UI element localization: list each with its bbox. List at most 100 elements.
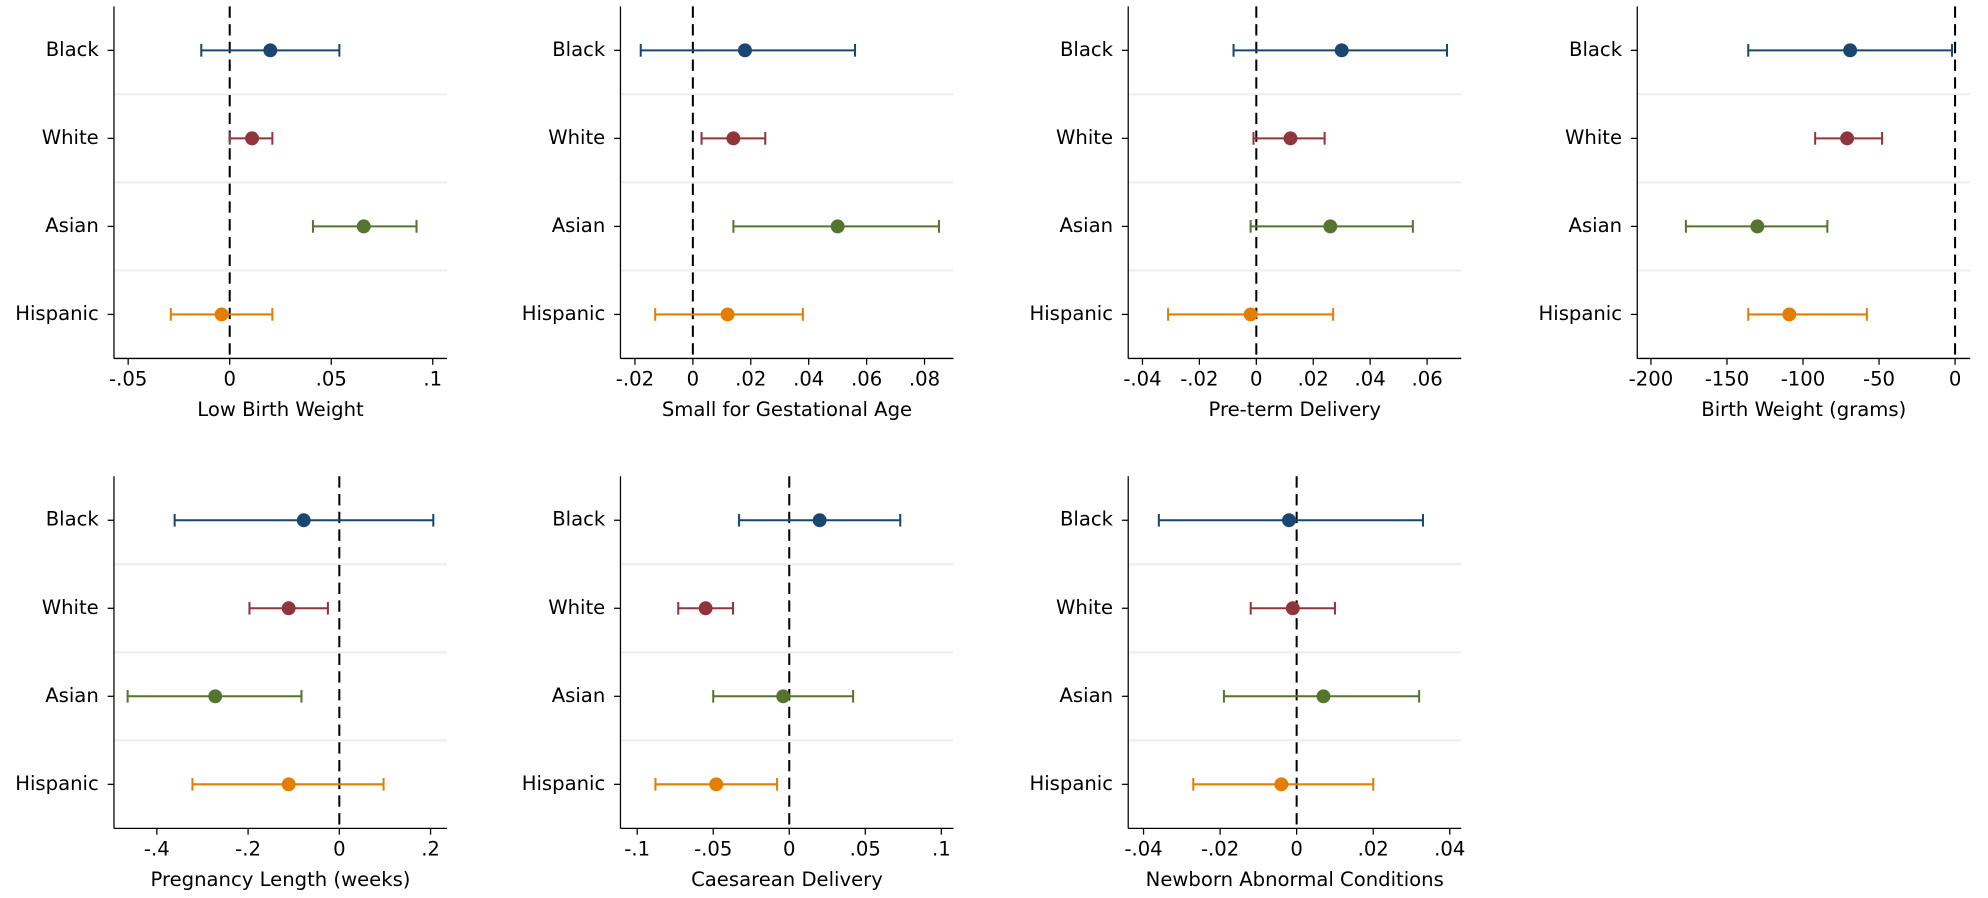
y-tick-label: Asian — [45, 214, 99, 237]
y-tick-label: Black — [552, 508, 606, 531]
y-tick-label: White — [42, 596, 99, 619]
x-axis-label: Birth Weight (grams) — [1701, 398, 1906, 421]
y-tick-label: Hispanic — [1539, 302, 1623, 325]
y-tick-label: White — [548, 596, 605, 619]
x-tick-label: -.2 — [235, 837, 261, 860]
point — [208, 689, 223, 704]
point — [1750, 219, 1765, 234]
x-tick-label: 0 — [687, 367, 699, 390]
y-tick-label: Asian — [1060, 214, 1114, 237]
x-tick-label: 0 — [783, 837, 795, 860]
point — [296, 513, 311, 528]
x-tick-label: -100 — [1781, 367, 1826, 390]
point — [776, 689, 791, 704]
x-axis-label: Small for Gestational Age — [662, 398, 912, 421]
x-tick-label: -.05 — [694, 837, 732, 860]
x-tick-label: -.1 — [624, 837, 650, 860]
x-tick-label: .04 — [1355, 367, 1386, 390]
x-axis-label: Low Birth Weight — [197, 398, 364, 421]
x-tick-label: -.04 — [1124, 837, 1162, 860]
x-tick-label: 0 — [1290, 837, 1302, 860]
y-tick-label: Hispanic — [522, 302, 606, 325]
point — [1843, 43, 1858, 58]
point — [1285, 601, 1300, 616]
point — [281, 601, 296, 616]
x-tick-label: .06 — [1411, 367, 1442, 390]
y-tick-label: Asian — [45, 684, 99, 707]
x-tick-label: 0 — [1250, 367, 1262, 390]
y-tick-label: White — [1565, 126, 1622, 149]
point — [1274, 777, 1289, 792]
y-tick-label: Asian — [552, 684, 606, 707]
point — [1282, 513, 1296, 528]
x-axis-label: Newborn Abnormal Conditions — [1146, 868, 1444, 891]
x-tick-label: .05 — [850, 837, 881, 860]
y-tick-label: Black — [552, 38, 606, 61]
x-tick-label: -.4 — [144, 837, 170, 860]
x-tick-label: -150 — [1705, 367, 1750, 390]
point — [726, 131, 741, 146]
y-tick-label: Hispanic — [1029, 772, 1113, 795]
x-tick-label: 0 — [333, 837, 345, 860]
x-tick-label: -.04 — [1123, 367, 1161, 390]
x-tick-label: -50 — [1863, 367, 1895, 390]
y-tick-label: Hispanic — [1029, 302, 1113, 325]
x-tick-label: .04 — [793, 367, 824, 390]
y-tick-label: White — [1056, 126, 1113, 149]
x-tick-label: .02 — [1298, 367, 1329, 390]
y-tick-label: Black — [46, 508, 100, 531]
x-axis-label: Pre-term Delivery — [1209, 398, 1382, 421]
point — [1840, 131, 1855, 146]
x-tick-label: 0 — [1949, 367, 1961, 390]
y-tick-label: Asian — [1060, 684, 1114, 707]
x-tick-label: -.05 — [109, 367, 147, 390]
point — [1334, 43, 1349, 58]
point — [830, 219, 845, 234]
x-axis-label: Caesarean Delivery — [691, 868, 883, 891]
x-tick-label: .1 — [423, 367, 442, 390]
y-tick-label: Hispanic — [15, 302, 99, 325]
x-tick-label: .02 — [735, 367, 766, 390]
y-tick-label: Asian — [1569, 214, 1623, 237]
x-tick-label: -.02 — [1201, 837, 1239, 860]
x-tick-label: .04 — [1434, 837, 1465, 860]
y-tick-label: Asian — [552, 214, 606, 237]
point — [281, 777, 296, 792]
x-tick-label: .05 — [316, 367, 347, 390]
y-tick-label: Black — [1060, 38, 1114, 61]
y-tick-label: Black — [1060, 508, 1114, 531]
y-tick-label: Hispanic — [15, 772, 99, 795]
x-tick-label: 0 — [223, 367, 235, 390]
point — [709, 777, 724, 792]
point — [356, 219, 371, 234]
x-tick-label: .02 — [1358, 837, 1389, 860]
point — [812, 513, 827, 528]
point — [1316, 689, 1331, 704]
point — [245, 131, 260, 146]
point — [1283, 131, 1298, 146]
y-tick-label: Black — [46, 38, 100, 61]
x-tick-label: .1 — [932, 837, 951, 860]
x-tick-label: .08 — [909, 367, 940, 390]
point — [738, 43, 752, 58]
point — [1243, 307, 1258, 322]
x-tick-label: -200 — [1629, 367, 1674, 390]
y-tick-label: White — [1056, 596, 1113, 619]
y-tick-label: White — [42, 126, 99, 149]
x-tick-label: .2 — [421, 837, 440, 860]
x-tick-label: -.02 — [616, 367, 654, 390]
point — [214, 307, 229, 322]
point — [720, 307, 735, 322]
y-tick-label: Black — [1569, 38, 1623, 61]
x-axis-label: Pregnancy Length (weeks) — [150, 868, 410, 891]
point — [698, 601, 713, 616]
point — [1782, 307, 1797, 322]
point — [1323, 219, 1338, 234]
point — [263, 43, 278, 58]
y-tick-label: White — [548, 126, 605, 149]
x-tick-label: .06 — [851, 367, 882, 390]
x-tick-label: -.02 — [1180, 367, 1218, 390]
y-tick-label: Hispanic — [522, 772, 606, 795]
